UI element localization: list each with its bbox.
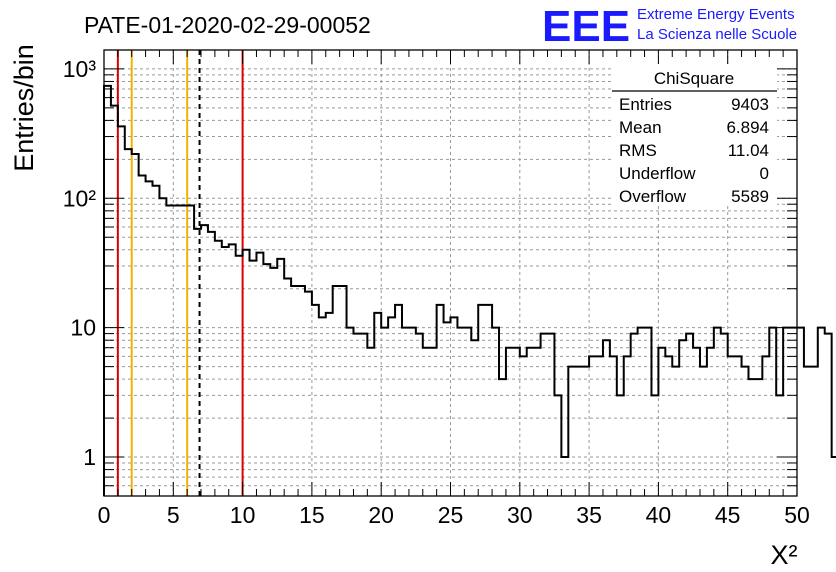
- tick-labels: 0 5 10 15 20 25 30 35 40 45 50 1 10 10² 10³: [63, 56, 810, 528]
- axis-ticks: [103, 50, 798, 497]
- stats-row-value: 11.04: [728, 141, 769, 160]
- x-tick-label: 35: [576, 502, 602, 528]
- x-tick-label: 45: [715, 502, 741, 528]
- x-tick-label: 20: [368, 502, 394, 528]
- logo-line2: La Scienza nelle Scuole: [637, 26, 797, 43]
- reference-lines: [116, 50, 244, 496]
- x-tick-label: 25: [438, 502, 464, 528]
- stats-row-value: 0: [760, 164, 769, 183]
- logo-line1: Extreme Energy Events: [637, 6, 795, 23]
- stats-row-value: 6.894: [726, 118, 769, 137]
- chart-title: PATE-01-2020-02-29-00052: [84, 12, 371, 38]
- stats-row-value: 9403: [731, 95, 769, 114]
- x-tick-label: 50: [784, 502, 810, 528]
- stats-row-label: RMS: [619, 141, 657, 160]
- stats-rows: Entries 9403 Mean 6.894 RMS 11.04 Underflow 0 Ov…: [619, 95, 769, 206]
- eee-logo: EEE Extreme Energy Events La Scienza nel…: [542, 2, 797, 51]
- stats-row-value: 5589: [731, 187, 769, 206]
- x-tick-label: 5: [167, 502, 180, 528]
- histogram-series: [103, 84, 836, 496]
- histogram-line: [103, 84, 836, 496]
- x-tick-label: 0: [98, 502, 111, 528]
- x-tick-label: 15: [299, 502, 325, 528]
- y-tick-label: 10³: [63, 56, 97, 82]
- stats-row-label: Mean: [619, 118, 662, 137]
- y-axis-title: Entries/bin: [9, 44, 39, 172]
- x-tick-label: 40: [646, 502, 672, 528]
- stats-box-name: ChiSquare: [654, 69, 734, 88]
- y-tick-label: 1: [83, 444, 96, 470]
- x-tick-label: 10: [230, 502, 256, 528]
- stats-row-label: Entries: [619, 95, 672, 114]
- x-tick-label: 30: [507, 502, 533, 528]
- x-axis-title: X²: [771, 540, 798, 570]
- y-tick-label: 10²: [63, 185, 97, 211]
- logo-mark: EEE: [542, 2, 630, 51]
- stats-box: ChiSquare Entries 9403 Mean 6.894 RMS 11.04 Un…: [612, 64, 777, 206]
- stats-row-label: Overflow: [619, 187, 687, 206]
- y-tick-label: 10: [70, 315, 96, 341]
- stats-row-label: Underflow: [619, 164, 696, 183]
